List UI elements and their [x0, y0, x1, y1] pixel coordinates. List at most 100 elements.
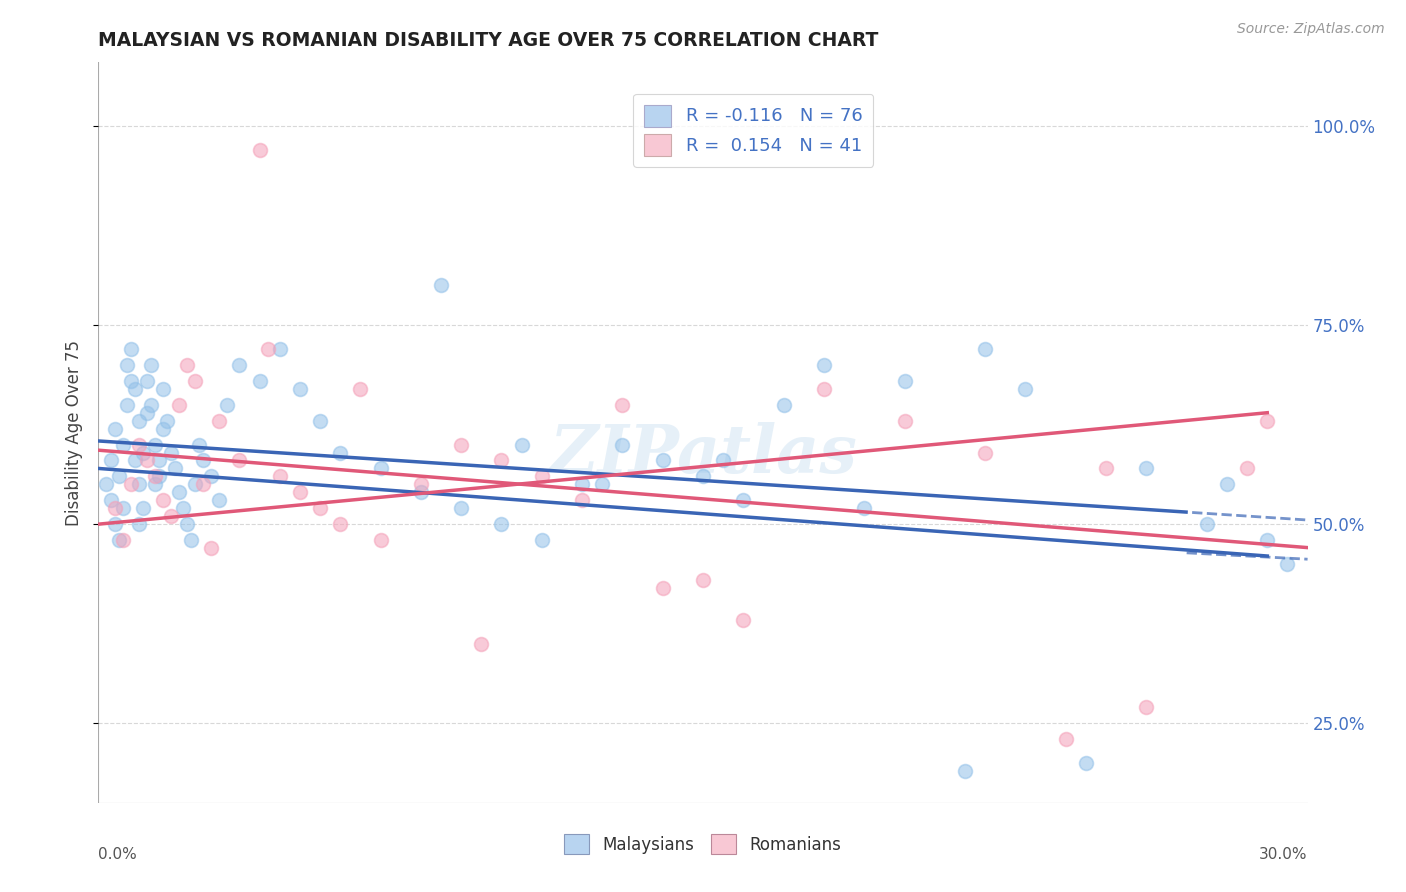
- Point: [530, 469, 553, 483]
- Point: [128, 477, 150, 491]
- Point: [329, 517, 352, 532]
- Point: [176, 517, 198, 532]
- Point: [193, 477, 215, 491]
- Point: [288, 382, 311, 396]
- Point: [1135, 461, 1157, 475]
- Text: Source: ZipAtlas.com: Source: ZipAtlas.com: [1237, 22, 1385, 37]
- Point: [1216, 477, 1239, 491]
- Point: [135, 453, 157, 467]
- Point: [120, 477, 142, 491]
- Point: [893, 374, 915, 388]
- Point: [156, 414, 179, 428]
- Point: [120, 374, 142, 388]
- Point: [470, 637, 492, 651]
- Point: [200, 469, 222, 483]
- Text: 0.0%: 0.0%: [98, 847, 138, 863]
- Point: [309, 414, 332, 428]
- Point: [249, 143, 271, 157]
- Point: [1014, 382, 1036, 396]
- Point: [974, 445, 997, 459]
- Point: [1236, 461, 1258, 475]
- Point: [1054, 732, 1077, 747]
- Point: [1195, 517, 1218, 532]
- Point: [309, 501, 332, 516]
- Point: [152, 382, 174, 396]
- Point: [163, 461, 186, 475]
- Point: [692, 469, 714, 483]
- Point: [772, 398, 794, 412]
- Point: [249, 374, 271, 388]
- Point: [143, 437, 166, 451]
- Point: [115, 398, 138, 412]
- Point: [450, 501, 472, 516]
- Y-axis label: Disability Age Over 75: Disability Age Over 75: [65, 340, 83, 525]
- Text: ZIPatlas: ZIPatlas: [550, 422, 856, 487]
- Point: [120, 342, 142, 356]
- Point: [132, 501, 155, 516]
- Point: [1135, 700, 1157, 714]
- Text: MALAYSIAN VS ROMANIAN DISABILITY AGE OVER 75 CORRELATION CHART: MALAYSIAN VS ROMANIAN DISABILITY AGE OVE…: [98, 30, 879, 50]
- Point: [107, 533, 129, 547]
- Point: [107, 469, 129, 483]
- Point: [172, 501, 194, 516]
- Point: [1256, 533, 1278, 547]
- Point: [450, 437, 472, 451]
- Point: [711, 453, 734, 467]
- Point: [100, 493, 122, 508]
- Point: [813, 382, 835, 396]
- Point: [591, 477, 613, 491]
- Point: [167, 485, 190, 500]
- Point: [530, 533, 553, 547]
- Point: [651, 581, 673, 595]
- Point: [269, 469, 291, 483]
- Point: [612, 437, 634, 451]
- Point: [124, 382, 146, 396]
- Point: [128, 517, 150, 532]
- Legend: Malaysians, Romanians: Malaysians, Romanians: [558, 828, 848, 861]
- Point: [1256, 414, 1278, 428]
- Point: [124, 453, 146, 467]
- Point: [269, 342, 291, 356]
- Point: [132, 445, 155, 459]
- Point: [228, 358, 250, 372]
- Point: [193, 453, 215, 467]
- Point: [1074, 756, 1097, 770]
- Point: [349, 382, 371, 396]
- Point: [128, 437, 150, 451]
- Point: [329, 445, 352, 459]
- Point: [128, 414, 150, 428]
- Point: [143, 477, 166, 491]
- Point: [148, 453, 170, 467]
- Point: [692, 573, 714, 587]
- Point: [111, 437, 134, 451]
- Point: [103, 501, 125, 516]
- Point: [160, 445, 183, 459]
- Point: [491, 517, 513, 532]
- Point: [571, 477, 593, 491]
- Point: [1277, 557, 1299, 571]
- Point: [510, 437, 533, 451]
- Point: [228, 453, 250, 467]
- Point: [184, 477, 207, 491]
- Point: [139, 358, 162, 372]
- Point: [733, 493, 755, 508]
- Point: [100, 453, 122, 467]
- Point: [115, 358, 138, 372]
- Point: [1095, 461, 1118, 475]
- Point: [143, 469, 166, 483]
- Point: [288, 485, 311, 500]
- Point: [180, 533, 202, 547]
- Point: [370, 533, 392, 547]
- Point: [96, 477, 118, 491]
- Point: [733, 613, 755, 627]
- Point: [651, 453, 673, 467]
- Point: [200, 541, 222, 555]
- Point: [974, 342, 997, 356]
- Point: [813, 358, 835, 372]
- Point: [208, 414, 231, 428]
- Point: [893, 414, 915, 428]
- Point: [111, 501, 134, 516]
- Point: [208, 493, 231, 508]
- Point: [167, 398, 190, 412]
- Point: [139, 398, 162, 412]
